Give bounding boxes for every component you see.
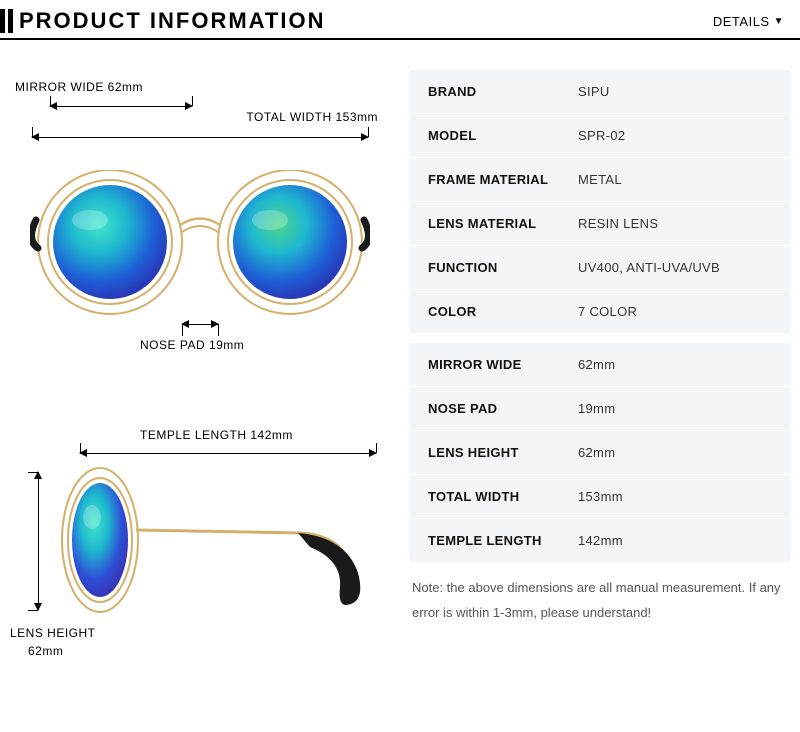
spec-row: MIRROR WIDE62mm [410, 343, 790, 387]
nose-pad-label: NOSE PAD 19mm [140, 338, 244, 352]
spec-row: LENS MATERIALRESIN LENS [410, 202, 790, 246]
spec-row: COLOR7 COLOR [410, 290, 790, 333]
total-width-label: TOTAL WIDTH 153mm [246, 110, 378, 124]
note: Note: the above dimensions are all manua… [410, 572, 790, 625]
spec-key: COLOR [428, 304, 578, 319]
spec-table-1: BRANDSIPUMODELSPR-02FRAME MATERIALMETALL… [410, 70, 790, 333]
spec-key: MIRROR WIDE [428, 357, 578, 372]
dimension-line [38, 472, 39, 610]
spec-value: 62mm [578, 445, 615, 460]
spec-row: BRANDSIPU [410, 70, 790, 114]
header-bars-icon [0, 9, 13, 33]
spec-key: TOTAL WIDTH [428, 489, 578, 504]
spec-value: RESIN LENS [578, 216, 658, 231]
tick [218, 324, 219, 336]
dimension-line [80, 453, 376, 454]
spec-key: FUNCTION [428, 260, 578, 275]
spec-key: LENS MATERIAL [428, 216, 578, 231]
details-label: DETAILS [713, 14, 770, 29]
tick [28, 610, 38, 611]
sunglasses-front-icon [30, 170, 370, 320]
sunglasses-side-icon [50, 465, 380, 620]
spec-key: LENS HEIGHT [428, 445, 578, 460]
dimension-line [50, 106, 192, 107]
spec-value: UV400, ANTI-UVA/UVB [578, 260, 720, 275]
spec-column: BRANDSIPUMODELSPR-02FRAME MATERIALMETALL… [410, 70, 790, 690]
spec-value: 153mm [578, 489, 623, 504]
page-title: PRODUCT INFORMATION [19, 8, 325, 34]
side-view-diagram: TEMPLE LENGTH 142mm [10, 410, 390, 690]
spec-key: NOSE PAD [428, 401, 578, 416]
content: MIRROR WIDE 62mm TOTAL WIDTH 153mm [0, 70, 800, 690]
spec-value: 19mm [578, 401, 615, 416]
mirror-wide-label: MIRROR WIDE 62mm [15, 80, 143, 94]
spec-row: TOTAL WIDTH153mm [410, 475, 790, 519]
spec-row: NOSE PAD19mm [410, 387, 790, 431]
spec-value: 142mm [578, 533, 623, 548]
lens-height-label-2: 62mm [28, 644, 63, 658]
spec-row: MODELSPR-02 [410, 114, 790, 158]
tick [376, 443, 377, 453]
chevron-down-icon: ▼ [774, 16, 784, 27]
spec-value: 62mm [578, 357, 615, 372]
tick [368, 127, 369, 137]
diagram-column: MIRROR WIDE 62mm TOTAL WIDTH 153mm [10, 70, 390, 690]
tick [192, 96, 193, 106]
header-left: PRODUCT INFORMATION [0, 8, 325, 34]
lens-height-label-1: LENS HEIGHT [10, 626, 96, 640]
header: PRODUCT INFORMATION DETAILS ▼ [0, 0, 800, 40]
spec-value: METAL [578, 172, 622, 187]
details-button[interactable]: DETAILS ▼ [713, 14, 784, 29]
front-view-diagram: MIRROR WIDE 62mm TOTAL WIDTH 153mm [10, 80, 390, 350]
spec-value: 7 COLOR [578, 304, 637, 319]
spec-row: TEMPLE LENGTH142mm [410, 519, 790, 562]
spec-row: FUNCTIONUV400, ANTI-UVA/UVB [410, 246, 790, 290]
spec-key: FRAME MATERIAL [428, 172, 578, 187]
temple-length-label: TEMPLE LENGTH 142mm [140, 428, 293, 442]
spec-row: LENS HEIGHT62mm [410, 431, 790, 475]
spec-value: SIPU [578, 84, 610, 99]
spec-key: MODEL [428, 128, 578, 143]
dimension-line [182, 324, 218, 325]
spec-table-2: MIRROR WIDE62mmNOSE PAD19mmLENS HEIGHT62… [410, 343, 790, 562]
spec-key: BRAND [428, 84, 578, 99]
spec-row: FRAME MATERIALMETAL [410, 158, 790, 202]
dimension-line [32, 137, 368, 138]
spec-key: TEMPLE LENGTH [428, 533, 578, 548]
spec-value: SPR-02 [578, 128, 625, 143]
